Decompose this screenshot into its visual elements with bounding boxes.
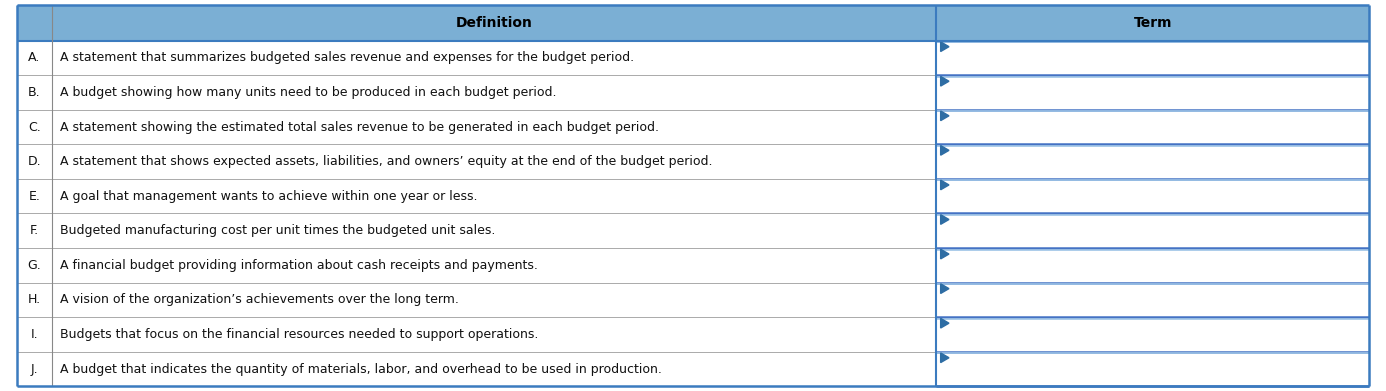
Text: A.: A.: [28, 52, 40, 65]
Bar: [937, 110, 1369, 144]
Polygon shape: [941, 180, 949, 190]
Bar: [17, 110, 937, 144]
Text: G.: G.: [28, 259, 42, 272]
Polygon shape: [941, 249, 949, 259]
Bar: [937, 41, 1369, 75]
Text: Budgets that focus on the financial resources needed to support operations.: Budgets that focus on the financial reso…: [60, 328, 539, 341]
Text: Definition: Definition: [456, 16, 532, 30]
Polygon shape: [941, 318, 949, 328]
Text: A budget that indicates the quantity of materials, labor, and overhead to be use: A budget that indicates the quantity of …: [60, 362, 663, 375]
Polygon shape: [941, 42, 949, 52]
Text: Term: Term: [1134, 16, 1173, 30]
Text: A statement showing the estimated total sales revenue to be generated in each bu: A statement showing the estimated total …: [60, 120, 660, 134]
Polygon shape: [941, 111, 949, 121]
Bar: [17, 179, 937, 213]
Polygon shape: [941, 76, 949, 86]
Bar: [17, 317, 937, 352]
Bar: [17, 213, 937, 248]
Bar: [17, 41, 937, 75]
Bar: [17, 144, 937, 179]
Text: A financial budget providing information about cash receipts and payments.: A financial budget providing information…: [60, 259, 538, 272]
Text: A statement that shows expected assets, liabilities, and owners’ equity at the e: A statement that shows expected assets, …: [60, 155, 712, 168]
Text: J.: J.: [30, 362, 37, 375]
Text: H.: H.: [28, 293, 40, 307]
Text: Budgeted manufacturing cost per unit times the budgeted unit sales.: Budgeted manufacturing cost per unit tim…: [60, 224, 495, 237]
Text: A vision of the organization’s achievements over the long term.: A vision of the organization’s achieveme…: [60, 293, 459, 307]
Text: I.: I.: [30, 328, 37, 341]
Polygon shape: [941, 215, 949, 224]
Bar: [937, 179, 1369, 213]
Bar: [937, 248, 1369, 283]
Bar: [937, 317, 1369, 352]
Text: F.: F.: [29, 224, 39, 237]
Bar: [937, 283, 1369, 317]
Text: B.: B.: [28, 86, 40, 99]
Bar: [17, 352, 937, 386]
Bar: [937, 144, 1369, 179]
Bar: [937, 75, 1369, 110]
Polygon shape: [941, 353, 949, 362]
Bar: [17, 283, 937, 317]
Text: A budget showing how many units need to be produced in each budget period.: A budget showing how many units need to …: [60, 86, 557, 99]
Bar: [17, 75, 937, 110]
Text: C.: C.: [28, 120, 40, 134]
Text: A statement that summarizes budgeted sales revenue and expenses for the budget p: A statement that summarizes budgeted sal…: [60, 52, 635, 65]
Polygon shape: [941, 284, 949, 294]
Text: D.: D.: [28, 155, 42, 168]
Text: A goal that management wants to achieve within one year or less.: A goal that management wants to achieve …: [60, 190, 478, 203]
Polygon shape: [941, 145, 949, 155]
Bar: [937, 352, 1369, 386]
Bar: [17, 5, 1369, 41]
Bar: [937, 213, 1369, 248]
Text: E.: E.: [28, 190, 40, 203]
Bar: [17, 248, 937, 283]
